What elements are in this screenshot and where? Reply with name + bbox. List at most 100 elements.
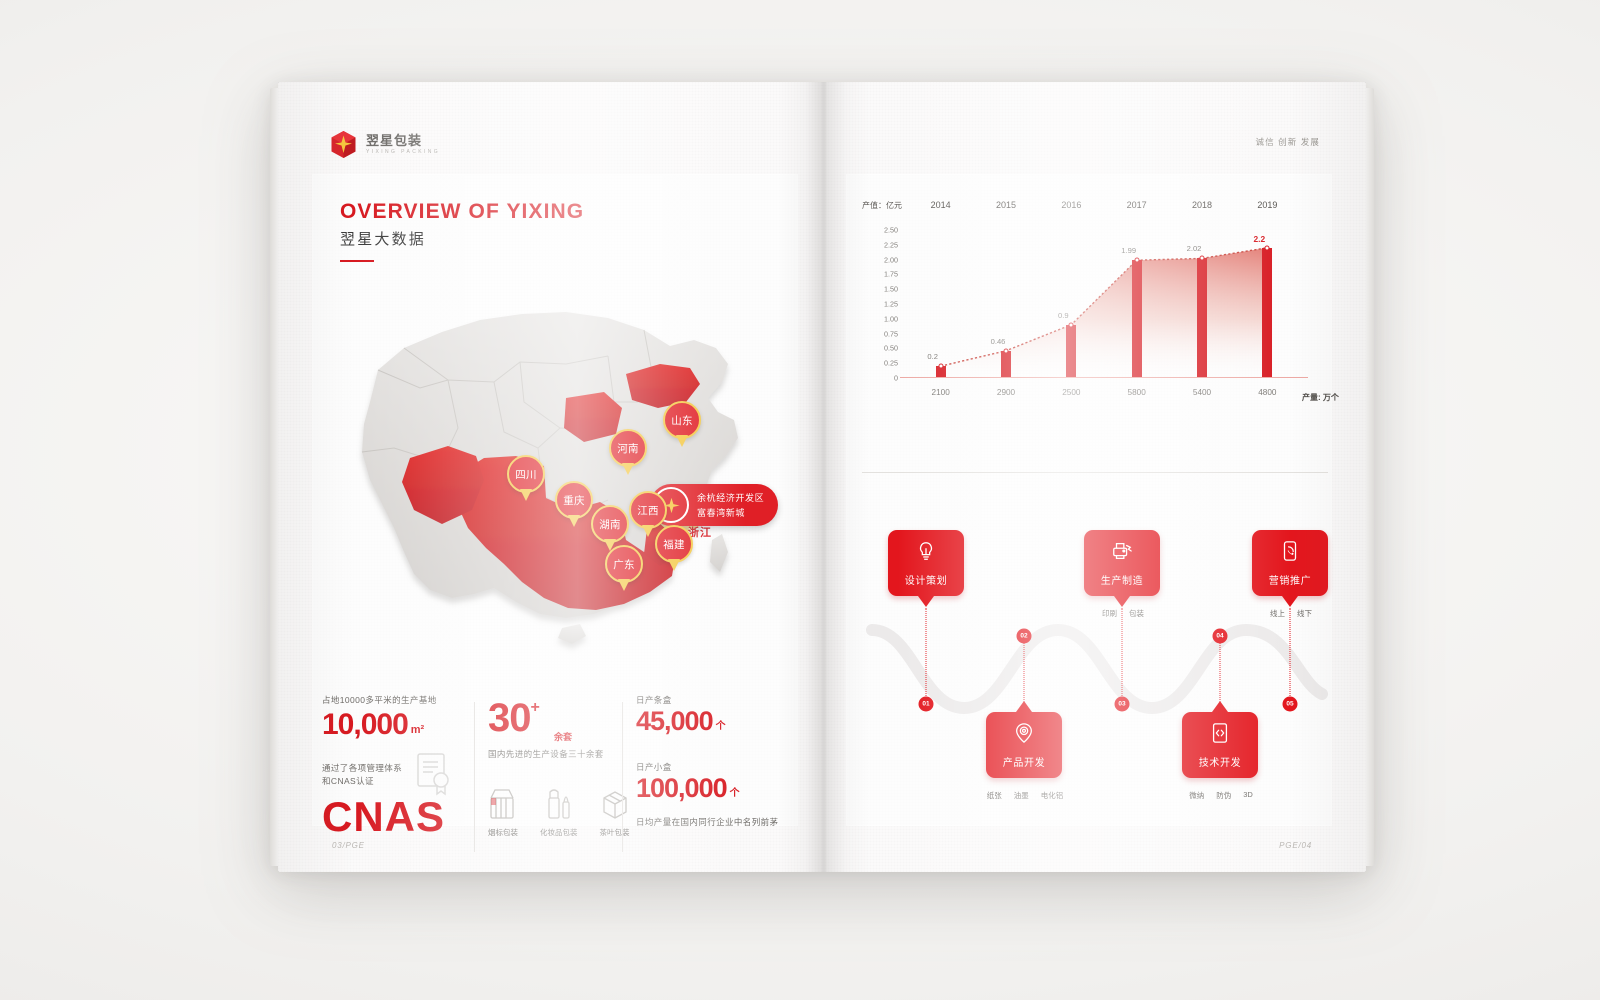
map-pin-tail: [668, 559, 680, 571]
chart-point-marker: [1003, 348, 1009, 354]
map-pin-label: 福建: [655, 525, 693, 563]
map-pin-label: 四川: [507, 455, 545, 493]
certificate-icon: [414, 752, 454, 801]
chart-point-marker: [1068, 322, 1074, 328]
process-tag: 纸张: [986, 791, 1002, 800]
code-document-icon: [1209, 722, 1231, 749]
process-flow-diagram[interactable]: 设计策划 01 产品开发 纸张 油墨 电化铝 02 生产制造 印刷 包装 03 技术开发 微纳 防伪 3D 0…: [852, 512, 1338, 822]
cigarette-pack-icon: [488, 786, 518, 822]
page-title-cn: 翌星大数据: [340, 231, 427, 248]
map-callout-yuhang[interactable]: 余杭经济开发区 富春湾新城: [650, 484, 779, 526]
chart-y-tick-label: 2.00: [884, 255, 898, 265]
chart-value-label: 0.46: [990, 336, 1006, 346]
packaging-type-label: 烟标包装: [488, 828, 518, 837]
process-node-04[interactable]: 技术开发: [1182, 701, 1258, 778]
process-connector: [925, 608, 927, 700]
map-pin[interactable]: 福建: [655, 525, 693, 571]
map-pin[interactable]: 广东: [605, 545, 643, 591]
map-pin-tail: [622, 463, 634, 475]
process-tag: 印刷: [1102, 609, 1117, 618]
brand-logo[interactable]: 翌星包装 YIXING PACKING: [330, 130, 440, 159]
target-pin-icon: [1013, 722, 1035, 749]
chart-y-tick-label: 1.50: [884, 284, 898, 294]
chart-value-label: 0.2: [927, 352, 938, 362]
chart-bar: [1262, 247, 1273, 378]
chart-y-tick-label: 0: [894, 373, 898, 383]
chart-x-tick-label: 2500: [1062, 388, 1081, 397]
stat-divider-2: [622, 702, 623, 852]
chart-x-tick-label: 5400: [1192, 388, 1212, 397]
process-tag: 防伪: [1216, 791, 1232, 800]
chart-x-tick-label: 2100: [931, 388, 950, 397]
mobile-phone-icon: [1279, 540, 1301, 567]
process-step-number: 01: [918, 696, 934, 712]
stat-column-area: 占地10000多平米的生产基地 10,000 m² 通过了各项管理体系 和CNA…: [322, 694, 474, 864]
daily-box-caption: 日产小盒: [636, 762, 672, 772]
chart-x-axis-title: 产量: 万个: [1302, 393, 1339, 402]
chart-year-label: 2017: [1126, 200, 1147, 210]
process-connector: [1289, 608, 1291, 700]
process-step-number: 04: [1212, 628, 1228, 644]
chart-year-label: 2015: [995, 200, 1017, 210]
chart-bar: [1131, 260, 1142, 378]
process-connector: [1023, 640, 1025, 712]
map-pin[interactable]: 四川: [507, 455, 545, 501]
map-pin-label: 河南: [609, 429, 647, 467]
packaging-type-item: 化妆品包装: [540, 786, 578, 838]
process-node-03[interactable]: 生产制造: [1084, 530, 1160, 607]
brochure-spread: 翌星包装 YIXING PACKING OVERVIEW OF YIXING 翌…: [270, 82, 1374, 872]
chart-bar: [1197, 258, 1207, 378]
production-value-chart[interactable]: 产值：亿元 2014 2015 2016 2017 2018 2019 2.50 2.25 2…: [862, 200, 1339, 410]
map-pin-tail: [618, 579, 630, 591]
statistics-row: 占地10000多平米的生产基地 10,000 m² 通过了各项管理体系 和CNA…: [322, 694, 782, 864]
area-caption: 占地10000多平米的生产基地: [322, 695, 437, 705]
map-pin-label: 重庆: [555, 481, 593, 519]
right-page: 诚信 创新 发展 产值：亿元 2014 2015 2016 2017 2018 2019 …: [822, 82, 1366, 872]
chart-y-tick-label: 2.50: [884, 225, 898, 235]
process-tag: 包装: [1129, 609, 1144, 618]
map-pin[interactable]: 河南: [609, 429, 647, 475]
process-step-number: 05: [1282, 696, 1298, 712]
process-tag: 线上: [1270, 609, 1285, 618]
map-pin-label: 广东: [605, 545, 643, 583]
chart-value-label: 2.02: [1186, 244, 1202, 254]
map-pin[interactable]: 重庆: [555, 481, 593, 527]
callout-line-2: 富春湾新城: [697, 508, 746, 518]
process-node-pointer: [1282, 596, 1298, 607]
area-value: 10,000: [322, 708, 409, 741]
chart-y-tick-label: 2.25: [884, 240, 898, 250]
output-footnote: 日均产量在国内同行企业中名列前茅: [636, 817, 779, 827]
map-pin-label: 湖南: [591, 505, 629, 543]
chart-year-label: 2018: [1191, 200, 1213, 210]
chart-x-tick-label: 2900: [996, 388, 1016, 397]
stat-column-equipment: 30 + 余套 国内先进的生产设备三十余套 烟标包装 化妆品包装 茶叶包装: [474, 694, 630, 864]
process-node-01[interactable]: 设计策划: [888, 530, 964, 607]
chart-value-label: 1.99: [1121, 246, 1137, 256]
china-map[interactable]: 浙江 余杭经济开发区 富春湾新城 山东 河南 四川 重庆 湖南 江西 福建 广东: [308, 252, 808, 692]
process-node-label: 设计策划: [904, 576, 948, 587]
process-node-02[interactable]: 产品开发: [986, 701, 1062, 778]
chart-point-marker: [1199, 255, 1205, 261]
chart-y-tick-label: 1.00: [884, 314, 898, 324]
map-pin[interactable]: 山东: [663, 401, 701, 447]
map-pin-label: 山东: [663, 401, 701, 439]
process-node-05[interactable]: 营销推广: [1252, 530, 1328, 607]
page-edge-left: [270, 88, 280, 866]
daily-carton-caption: 日产条盒: [636, 695, 672, 705]
equipment-value: 30: [488, 696, 531, 740]
equipment-caption: 国内先进的生产设备三十余套: [488, 749, 604, 759]
page-title-en: OVERVIEW OF YIXING: [340, 200, 585, 223]
section-divider: [862, 472, 1328, 473]
process-connector: [1121, 608, 1123, 700]
process-node-pointer: [918, 596, 934, 607]
chart-year-label: 2014: [930, 200, 951, 210]
printer-icon: [1111, 540, 1133, 567]
packaging-type-list: 烟标包装 化妆品包装 茶叶包装: [488, 786, 630, 838]
process-connector: [1219, 640, 1221, 712]
stat-column-output: 日产条盒 45,000 个 日产小盒 100,000 个 日均产量在国内同行企业…: [622, 694, 782, 864]
map-pin-tail: [676, 435, 688, 447]
page-edge-right: [1364, 88, 1374, 866]
process-node-label: 产品开发: [1002, 758, 1046, 769]
chart-bar: [1066, 324, 1077, 378]
page-number-right: PGE/04: [1279, 841, 1312, 850]
